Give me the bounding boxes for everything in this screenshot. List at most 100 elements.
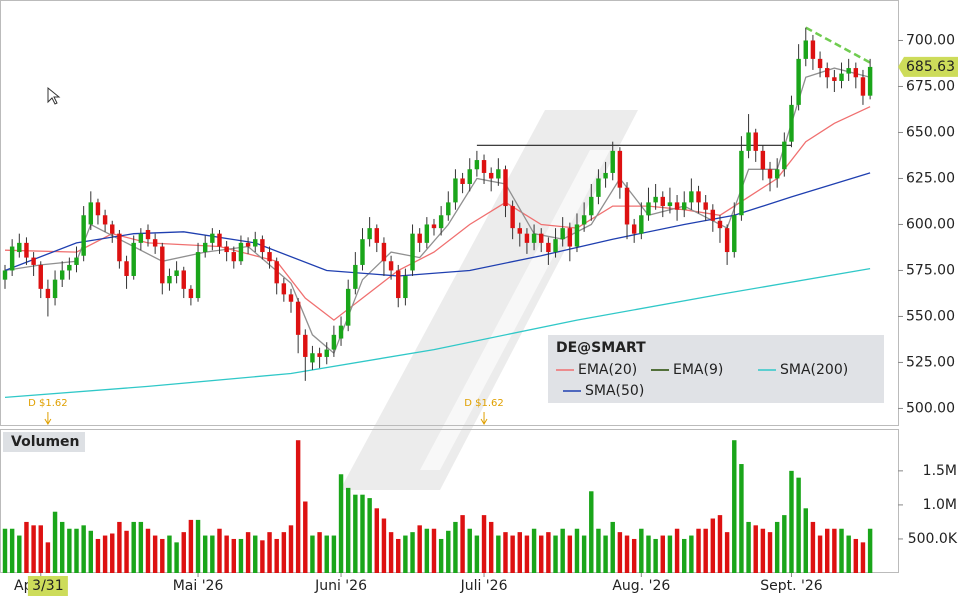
volume-bar bbox=[703, 528, 708, 573]
volume-bar bbox=[345, 487, 351, 573]
dividend-label: D $1.62 bbox=[464, 398, 504, 409]
volume-label: Volumen bbox=[11, 434, 80, 450]
volume-bar bbox=[381, 518, 387, 573]
candle-body bbox=[338, 325, 344, 339]
volume-bar bbox=[803, 508, 808, 573]
volume-bar bbox=[524, 535, 530, 573]
volume-bar bbox=[17, 535, 22, 573]
volume-bar bbox=[52, 511, 58, 573]
candle-body bbox=[746, 132, 751, 151]
candle-body bbox=[345, 288, 351, 326]
volume-bar bbox=[760, 528, 766, 573]
candle-body bbox=[260, 239, 265, 253]
y-tick-label: 575.00 bbox=[906, 262, 955, 278]
candle-body bbox=[839, 73, 844, 81]
legend-entry: EMA(9) bbox=[673, 362, 723, 378]
volume-bar bbox=[9, 528, 15, 573]
candle-body bbox=[703, 202, 708, 210]
indicator-line bbox=[4, 267, 871, 399]
candle-body bbox=[367, 228, 372, 240]
volume-bar bbox=[810, 521, 816, 573]
volume-bar bbox=[474, 535, 480, 573]
volume-bar bbox=[674, 528, 680, 573]
volume-bar bbox=[739, 464, 744, 573]
x-tick-label: Juli '26 bbox=[460, 578, 508, 594]
candle-body bbox=[238, 242, 244, 262]
candle-body bbox=[546, 242, 551, 253]
candle-body bbox=[374, 228, 380, 243]
volume-bar bbox=[45, 542, 51, 573]
candle-body bbox=[224, 246, 229, 253]
candle-body bbox=[753, 132, 758, 151]
indicator-line bbox=[4, 106, 871, 321]
volume-bar bbox=[546, 532, 551, 573]
x-tick-label: Mai '26 bbox=[173, 578, 224, 594]
volume-bar bbox=[746, 521, 751, 573]
legend-entry: EMA(20) bbox=[578, 362, 637, 378]
candle-body bbox=[95, 202, 101, 216]
price-panel bbox=[0, 0, 899, 426]
volume-bar bbox=[95, 538, 101, 573]
volume-bar bbox=[689, 535, 694, 573]
candle-body bbox=[796, 58, 801, 105]
legend-box bbox=[548, 335, 884, 403]
volume-bar bbox=[710, 518, 716, 573]
candle-body bbox=[59, 270, 65, 280]
volume-bar bbox=[631, 538, 637, 573]
candle-body bbox=[88, 202, 94, 225]
volume-bar bbox=[581, 535, 587, 573]
volume-bar bbox=[682, 538, 687, 573]
volume-bar bbox=[195, 519, 201, 573]
candle-body bbox=[467, 169, 472, 184]
candle-body bbox=[353, 264, 358, 289]
crosshair-box bbox=[27, 576, 68, 596]
volume-bar bbox=[646, 535, 651, 573]
volume-bar bbox=[567, 535, 573, 573]
volume-bar bbox=[367, 498, 372, 573]
volume-bar bbox=[288, 525, 294, 573]
candle-body bbox=[774, 169, 780, 179]
indicator-line bbox=[4, 172, 871, 277]
volume-bar bbox=[539, 535, 544, 573]
volume-bar bbox=[431, 528, 437, 573]
candle-body bbox=[825, 68, 830, 78]
volume-bar bbox=[696, 528, 701, 573]
volume-bar bbox=[717, 515, 723, 573]
candle-body bbox=[131, 242, 136, 276]
candle-body bbox=[160, 246, 165, 284]
candle-body bbox=[81, 215, 86, 256]
trend-line bbox=[805, 26, 871, 64]
volume-bar bbox=[202, 535, 208, 573]
volume-bar bbox=[560, 528, 565, 573]
volume-bar bbox=[667, 535, 673, 573]
candle-body bbox=[488, 172, 494, 179]
volume-bar bbox=[267, 532, 272, 573]
volume-bar bbox=[138, 521, 144, 573]
candle-body bbox=[853, 68, 859, 78]
volume-bar bbox=[295, 440, 301, 573]
volume-bar bbox=[160, 538, 165, 573]
volume-bar bbox=[145, 528, 151, 573]
candle-body bbox=[660, 196, 665, 207]
candle-body bbox=[517, 228, 522, 234]
volume-bar bbox=[481, 515, 487, 573]
x-tick-label: Juni '26 bbox=[314, 578, 367, 594]
volume-bar bbox=[38, 525, 43, 573]
last-price-label: 685.63 bbox=[906, 59, 955, 75]
candle-body bbox=[503, 169, 508, 207]
volume-bar bbox=[181, 532, 186, 573]
candle-body bbox=[317, 353, 322, 357]
volume-bar bbox=[503, 532, 508, 573]
candle-body bbox=[646, 202, 651, 216]
volume-bar bbox=[310, 535, 315, 573]
volume-bar bbox=[67, 528, 72, 573]
volume-bar bbox=[88, 530, 94, 573]
volume-bar bbox=[424, 528, 430, 573]
volume-bar bbox=[317, 532, 322, 573]
candle-body bbox=[496, 169, 501, 179]
volume-bar bbox=[360, 494, 365, 573]
volume-bar bbox=[24, 521, 29, 573]
dividend-label: D $1.62 bbox=[28, 398, 68, 409]
volume-bar bbox=[853, 538, 859, 573]
candle-body bbox=[202, 242, 208, 253]
